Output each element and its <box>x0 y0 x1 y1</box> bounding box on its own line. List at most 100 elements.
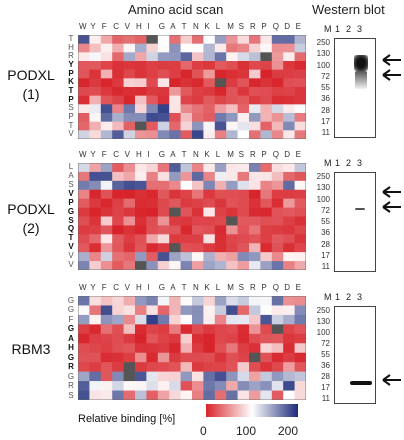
sequence-residue: G <box>67 371 75 381</box>
heatmap-cell <box>283 362 295 372</box>
heatmap-cell <box>100 198 113 208</box>
amino-acid-header-letter: N <box>193 283 199 292</box>
heatmap-cell <box>89 171 102 182</box>
amino-acid-header-letter: F <box>101 283 107 292</box>
heatmap-cell <box>294 296 306 306</box>
heatmap-cell <box>123 390 136 400</box>
heatmap-cell <box>135 87 147 96</box>
heatmap-cell <box>89 52 102 62</box>
heatmap-cell <box>192 381 204 391</box>
heatmap-cell <box>283 35 295 44</box>
heatmap-cell <box>249 343 261 354</box>
heatmap-cell <box>169 113 181 122</box>
heatmap-cell <box>180 189 193 199</box>
heatmap-cell <box>112 104 124 114</box>
heatmap-cell <box>78 35 90 44</box>
sequence-residue: G <box>67 324 75 334</box>
heatmap-cell <box>100 207 113 217</box>
heatmap-cell <box>203 95 216 105</box>
heatmap-cell <box>214 381 227 391</box>
heatmap-cell <box>271 87 284 96</box>
heatmap-cell <box>180 35 193 44</box>
amino-acid-header-letter: P <box>261 283 267 292</box>
amino-acid-header-letter: M <box>227 150 234 159</box>
heatmap-cell <box>146 163 159 173</box>
heatmap-cell <box>112 121 124 131</box>
heatmap-cell <box>157 43 170 53</box>
heatmap-cell <box>135 371 147 382</box>
heatmap-cell <box>169 104 181 114</box>
heatmap-cell <box>157 69 170 79</box>
sequence-residue: G <box>67 305 75 315</box>
heatmap-cell <box>294 343 306 354</box>
heatmap-cell <box>271 180 284 191</box>
heatmap-cell <box>214 216 227 226</box>
amino-acid-header-letter: Q <box>272 22 280 31</box>
mw-marker: 130 <box>316 49 330 59</box>
mw-marker: 17 <box>321 250 330 260</box>
arrow-left-icon <box>382 69 401 81</box>
heatmap-cell <box>294 69 306 79</box>
heatmap-cell <box>112 234 124 244</box>
heatmap-cell <box>89 87 102 96</box>
heatmap-cell <box>192 104 204 114</box>
heatmap-cell <box>226 216 238 226</box>
heatmap-cell <box>192 243 204 253</box>
heatmap-cell <box>169 180 181 191</box>
heatmap-cell <box>226 305 238 316</box>
heatmap-cell <box>226 95 238 105</box>
heatmap-cell <box>157 296 170 306</box>
sequence-residue: G <box>67 352 75 362</box>
lane-label: M <box>324 292 332 302</box>
heatmap-cell <box>237 35 250 44</box>
heatmap-cell <box>214 104 227 114</box>
heatmap-cell <box>100 371 113 382</box>
heatmap-cell <box>192 216 204 226</box>
heatmap-cell <box>135 104 147 114</box>
heatmap-cell <box>89 371 102 382</box>
heatmap-cell <box>192 130 204 139</box>
heatmap-cell <box>283 252 295 262</box>
heatmap-cell <box>237 171 250 182</box>
heatmap-cell <box>89 163 102 173</box>
heatmap-cell <box>226 35 238 44</box>
heatmap-cell <box>146 371 159 382</box>
heatmap-cell <box>135 252 147 262</box>
heatmap-cell <box>283 390 295 400</box>
amino-acid-header-letter: Y <box>90 150 96 159</box>
heatmap-cell <box>294 121 306 131</box>
heatmap-cell <box>146 198 159 208</box>
heatmap-cell <box>112 180 124 191</box>
heatmap-cell <box>123 69 136 79</box>
heatmap-cell <box>214 87 227 96</box>
heatmap-cell <box>135 163 147 173</box>
heatmap-cell <box>192 163 204 173</box>
amino-acid-header-letter: L <box>215 150 221 159</box>
heatmap-cell <box>192 198 204 208</box>
amino-acid-header-letter: K <box>204 283 210 292</box>
heatmap-cell <box>203 43 216 53</box>
heatmap-cell <box>112 243 124 253</box>
heatmap-cell <box>214 225 227 235</box>
heatmap-cell <box>226 78 238 88</box>
heatmap-cell <box>169 52 181 62</box>
heatmap-cell <box>249 43 261 53</box>
heatmap-cell <box>146 305 159 316</box>
heatmap-cell <box>180 234 193 244</box>
heatmap-cell <box>294 234 306 244</box>
heatmap-cell <box>249 35 261 44</box>
heatmap-cell <box>271 198 284 208</box>
heatmap-cell <box>89 121 102 131</box>
heatmap-cell <box>169 78 181 88</box>
heatmap-cell <box>192 305 204 316</box>
sequence-residue: G <box>67 296 75 305</box>
lane-label: 2 <box>346 158 352 168</box>
heatmap-cell <box>283 78 295 88</box>
heatmap-cell <box>123 333 136 344</box>
heatmap-cell <box>271 113 284 122</box>
heatmap-cell <box>180 163 193 173</box>
blot-band <box>350 381 372 385</box>
heatmap-cell <box>249 104 261 114</box>
heatmap-cell <box>78 234 90 244</box>
mw-marker: 55 <box>321 217 330 226</box>
